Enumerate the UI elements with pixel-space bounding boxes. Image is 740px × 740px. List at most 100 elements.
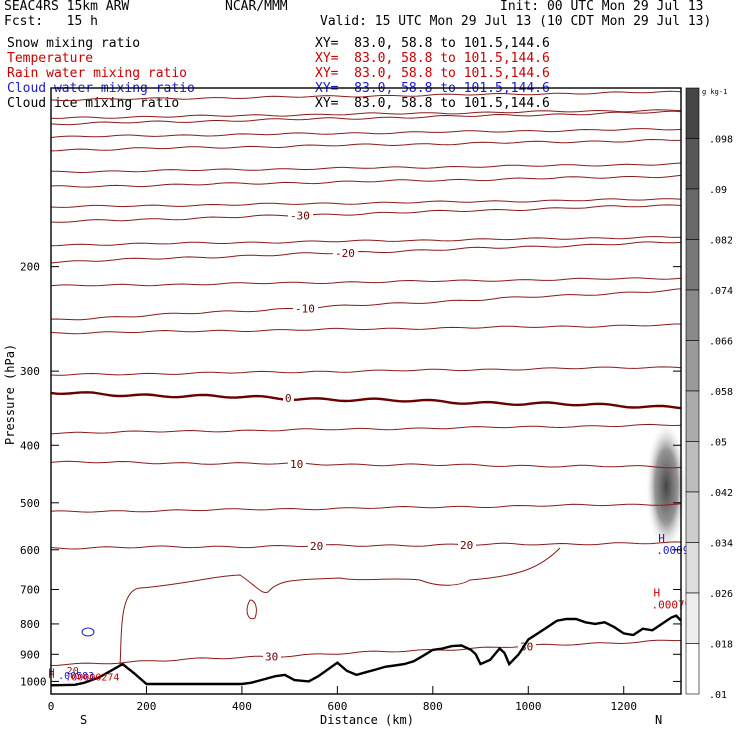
x-tick-label: 0 (48, 700, 55, 713)
temperature-contour-unlabeled (50, 423, 682, 435)
temperature-contour-label: -30 (290, 210, 310, 223)
temperature-contour (50, 138, 681, 152)
endpoint-label-left: S (80, 713, 87, 727)
x-tick-label: 1200 (611, 700, 638, 713)
contour-label-bg (283, 392, 294, 405)
init-time: Init: 00 UTC Mon 29 Jul 13 (500, 0, 704, 14)
contour-label-bg (263, 650, 281, 663)
colorbar-tick-label: .018 (709, 640, 733, 651)
temperature-contour (50, 241, 682, 264)
terrain-line (50, 614, 682, 687)
colorbar-tick-label: .098 (709, 135, 733, 146)
temperature-contour-label: -10 (295, 302, 315, 315)
field-xy-0: XY= 83.0, 58.8 to 101.5,144.6 (315, 36, 550, 51)
x-axis-label: Distance (km) (320, 713, 414, 727)
field-xy-4: XY= 83.0, 58.8 to 101.5,144.6 (315, 96, 550, 111)
contour-label-bg (308, 539, 326, 552)
contour-label-bg (458, 538, 476, 551)
max-marker-label: H (654, 587, 661, 600)
forecast-hour: Fcst: 15 h (4, 14, 98, 29)
y-tick-label: 200 (20, 261, 40, 274)
colorbar-cell (685, 441, 700, 493)
max-marker-value: .0009 (656, 544, 689, 557)
max-marker-label: H (658, 532, 665, 545)
temperature-contour-unlabeled (50, 366, 682, 376)
colorbar-cell (685, 188, 700, 240)
colorbar-tick-label: .09 (709, 185, 727, 196)
colorbar-tick-label: .034 (709, 539, 733, 550)
contour-label-bg (288, 457, 306, 470)
temperature-contour (50, 460, 682, 469)
colorbar-cell (685, 592, 700, 644)
temperature-contour (50, 639, 682, 666)
temperature-contour (50, 391, 682, 410)
valid-time: Valid: 15 UTC Mon 29 Jul 13 (10 CDT Mon … (320, 14, 712, 29)
colorbar-tick-label: .05 (709, 438, 727, 449)
x-tick-label: 800 (423, 700, 443, 713)
x-tick-label: 1000 (515, 700, 542, 713)
temperature-contour-label: 30 (265, 651, 278, 664)
surface-label: 20 (67, 666, 79, 677)
temperature-contour-label: -20 (335, 247, 355, 260)
temperature-contour-label: 20 (460, 539, 473, 552)
temperature-contour (50, 541, 682, 550)
temperature-contour-unlabeled (50, 198, 682, 208)
colorbar-cell (685, 289, 700, 341)
y-axis-label: Pressure (hPa) (3, 344, 17, 445)
y-tick-label: 400 (20, 439, 40, 452)
y-tick-label: 700 (20, 584, 40, 597)
colorbar-unit: g kg-1 (702, 88, 727, 96)
field-xy-1: XY= 83.0, 58.8 to 101.5,144.6 (315, 51, 550, 66)
y-tick-label: 500 (20, 497, 40, 510)
surface-contour (119, 547, 561, 666)
y-tick-label: 300 (20, 365, 40, 378)
colorbar-tick-label: .066 (709, 337, 733, 348)
field-name-1: Temperature (7, 51, 94, 66)
colorbar-cell (685, 491, 700, 543)
plot-frame (50, 87, 682, 695)
colorbar-cell (685, 643, 700, 695)
colorbar-cell (685, 542, 700, 594)
colorbar-tick-label: .042 (709, 488, 733, 499)
y-tick-label: 900 (20, 648, 40, 661)
field-xy-2: XY= 83.0, 58.8 to 101.5,144.6 (315, 66, 550, 81)
colorbar-cell (685, 87, 700, 139)
colorbar-tick-label: .082 (709, 236, 733, 247)
cloud-water-contour (81, 627, 95, 637)
x-tick-label: 600 (327, 700, 347, 713)
colorbar-tick-label: .074 (709, 286, 733, 297)
temperature-contour-unlabeled (50, 236, 682, 247)
temperature-contour (50, 204, 682, 223)
temperature-contour (50, 174, 682, 188)
field-name-2: Rain water mixing ratio (7, 66, 188, 81)
temperature-contour-unlabeled (50, 128, 682, 138)
temperature-contour-label: 30 (520, 640, 533, 653)
x-tick-label: 200 (137, 700, 157, 713)
max-marker-value: .00079 (652, 599, 692, 612)
temperature-contour-unlabeled (50, 323, 681, 335)
temperature-contour (50, 288, 682, 321)
y-tick-label: 1000 (20, 675, 47, 688)
colorbar-tick-label: .026 (709, 589, 733, 600)
surface-label: .00583 (58, 671, 94, 682)
colorbar-cell (685, 239, 700, 291)
contour-label-bg (288, 209, 313, 222)
y-tick-label: 600 (20, 544, 40, 557)
temperature-contour-label: 0 (285, 392, 292, 405)
surface-label: .00000274 (65, 673, 119, 684)
closed-contour (246, 599, 257, 620)
temperature-contour (50, 110, 682, 126)
temperature-contour-label: 20 (310, 540, 323, 553)
org-title: NCAR/MMM (225, 0, 288, 14)
x-tick-label: 400 (232, 700, 252, 713)
colorbar-cell (685, 138, 700, 190)
endpoint-label-right: N (655, 713, 662, 727)
colorbar-cell (685, 340, 700, 392)
y-tick-label: 800 (20, 618, 40, 631)
temperature-contour-unlabeled (50, 503, 682, 513)
temperature-contour-unlabeled (51, 162, 682, 174)
cloud-ice-shading (645, 420, 688, 554)
contour-label-bg (333, 246, 358, 259)
contour-label-bg (293, 302, 318, 315)
